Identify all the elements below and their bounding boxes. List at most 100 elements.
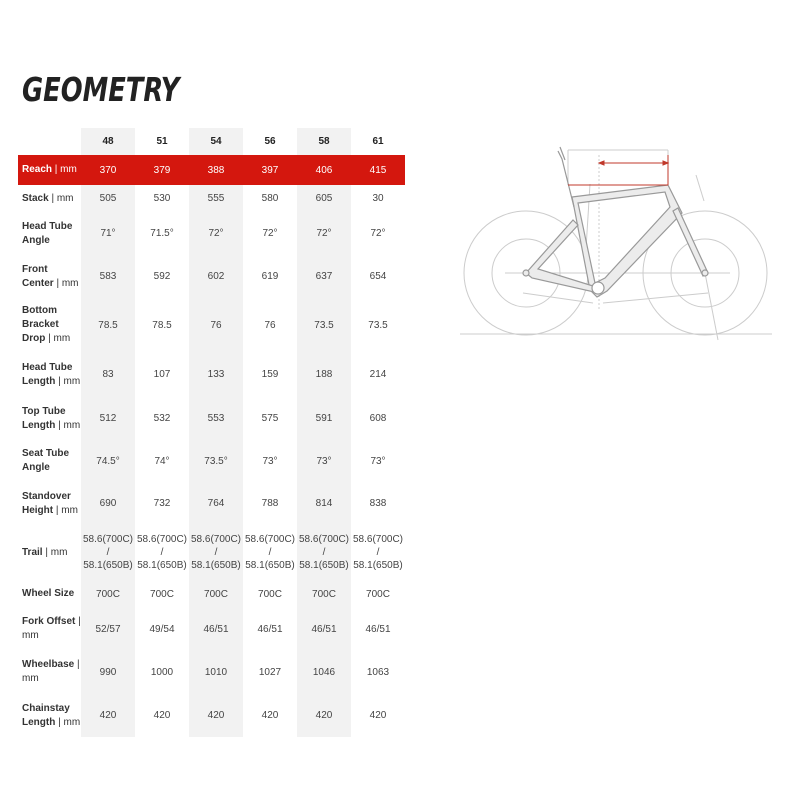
cell-value: 814 — [297, 482, 351, 525]
table-row: Reach | mm 370 379 388 397 406 415 — [18, 155, 405, 185]
cell-value: 78.5 — [81, 298, 135, 352]
cell-value: 700C — [150, 588, 174, 600]
cell-value: 73° — [370, 455, 386, 467]
cell-value: 602 — [189, 255, 243, 298]
table-row: Seat Tube Angle 74.5° 74° 73.5° 73° 73° 73° — [18, 440, 405, 482]
row-unit: | mm — [56, 277, 79, 289]
cell-value: 188 — [297, 352, 351, 397]
cell-value: 619 — [261, 271, 279, 282]
row-unit: | mm — [48, 333, 71, 344]
cell-value: 58.6(700C) / 58.1(650B) — [189, 525, 243, 580]
bike-geometry-diagram — [460, 146, 772, 341]
size-header-58: 58 — [297, 128, 351, 155]
cell-value: 1000 — [150, 666, 174, 678]
size-header-row: 48 51 54 56 58 61 — [18, 128, 405, 155]
cell-value: 73° — [262, 455, 278, 467]
cell-value: 580 — [261, 193, 279, 204]
cell-value: 58.6(700C) / 58.1(650B) — [297, 525, 351, 580]
row-unit: | mm — [54, 164, 77, 175]
cell-value: 505 — [81, 185, 135, 212]
cell-value: 512 — [81, 397, 135, 440]
cell-value: 73.5 — [368, 319, 388, 331]
table-row: Chainstay Length | mm 420 420 420 420 420 420 — [18, 694, 405, 737]
cell-value: 788 — [261, 498, 279, 509]
cell-value: 420 — [81, 694, 135, 737]
cell-value: 608 — [369, 413, 387, 424]
cell-value: 58.6(700C) / 58.1(650B) — [352, 534, 404, 571]
cell-value: 397 — [243, 155, 297, 185]
table-row: Wheelbase | mm 990 1000 1010 1027 1046 1063 — [18, 650, 405, 694]
cell-value: 370 — [81, 155, 135, 185]
cell-value: 764 — [189, 482, 243, 525]
row-label: Wheel Size — [18, 580, 81, 608]
size-header-54: 54 — [189, 128, 243, 155]
row-label: Trail | mm — [18, 525, 81, 580]
row-unit: | mm — [58, 716, 81, 728]
row-label-text: Seat Tube Angle — [22, 448, 70, 473]
row-label: Front Center | mm — [18, 255, 81, 298]
cell-value: 58.6(700C) / 58.1(650B) — [136, 534, 188, 571]
cell-value: 388 — [189, 155, 243, 185]
cell-value: 583 — [81, 255, 135, 298]
row-unit: | mm — [22, 616, 81, 641]
cell-value: 46/51 — [297, 608, 351, 650]
cell-value: 990 — [81, 650, 135, 694]
cell-value: 700C — [81, 580, 135, 608]
cell-value: 420 — [369, 710, 387, 721]
size-header-51: 51 — [156, 136, 168, 147]
cell-value: 591 — [297, 397, 351, 440]
cell-value: 214 — [369, 369, 387, 380]
row-unit: | mm — [45, 546, 68, 558]
row-label-text: Fork Offset — [22, 616, 76, 627]
cell-value: 74.5° — [81, 440, 135, 482]
cell-value: 700C — [189, 580, 243, 608]
row-unit: | mm — [58, 375, 81, 387]
cell-value: 605 — [297, 185, 351, 212]
row-label: Head Tube Angle — [18, 212, 81, 255]
cell-value: 415 — [351, 155, 405, 185]
row-label-text: Front Center — [22, 263, 54, 289]
row-label: Seat Tube Angle — [18, 440, 81, 482]
row-label-text: Reach — [22, 164, 53, 175]
table-row: Trail | mm 58.6(700C) / 58.1(650B) 58.6(70… — [18, 525, 405, 580]
cell-value: 700C — [366, 588, 390, 600]
cell-value: 107 — [153, 369, 171, 380]
table-row: Standover Height | mm 690 732 764 788 814 838 — [18, 482, 405, 525]
cell-value: 1010 — [189, 650, 243, 694]
cell-value: 46/51 — [189, 608, 243, 650]
cell-value: 555 — [189, 185, 243, 212]
cell-value: 406 — [297, 155, 351, 185]
row-unit: | mm — [22, 659, 80, 684]
cell-value: 72° — [189, 212, 243, 255]
frame — [522, 146, 709, 298]
cell-value: 76 — [264, 319, 276, 331]
row-label-text: Stack — [22, 192, 49, 204]
table-row: Wheel Size 700C 700C 700C 700C 700C 700C — [18, 580, 405, 608]
cell-value: 76 — [189, 298, 243, 352]
cell-value: 637 — [297, 255, 351, 298]
size-header-56: 56 — [264, 136, 276, 147]
cell-value: 654 — [369, 271, 387, 282]
table-row: Fork Offset | mm 52/57 49/54 46/51 46/51 46/5… — [18, 608, 405, 650]
row-unit: | mm — [58, 419, 81, 431]
table-row: Stack | mm 505 530 555 580 605 30 — [18, 185, 405, 212]
size-header-48: 48 — [81, 128, 135, 155]
cell-value: 73.5 — [297, 298, 351, 352]
table-row: Bottom Bracket Drop | mm 78.5 78.5 76 76 73.5… — [18, 298, 405, 352]
row-label-text: Head Tube Length — [22, 361, 73, 387]
cell-value: 838 — [369, 498, 387, 509]
cell-value: 72° — [370, 228, 386, 239]
row-unit: | mm — [51, 192, 74, 204]
cell-value: 420 — [189, 694, 243, 737]
cell-value: 58.6(700C) / 58.1(650B) — [81, 525, 135, 580]
size-header-61: 61 — [372, 136, 384, 147]
cell-value: 690 — [81, 482, 135, 525]
cell-value: 72° — [262, 228, 278, 239]
cell-value: 73.5° — [189, 440, 243, 482]
cell-value: 74° — [154, 455, 170, 467]
cell-value: 420 — [153, 710, 171, 721]
row-label: Reach | mm — [18, 155, 81, 185]
row-label-text: Bottom Bracket Drop — [22, 305, 59, 344]
cell-value: 575 — [261, 413, 279, 424]
cell-value: 71.5° — [150, 228, 174, 239]
